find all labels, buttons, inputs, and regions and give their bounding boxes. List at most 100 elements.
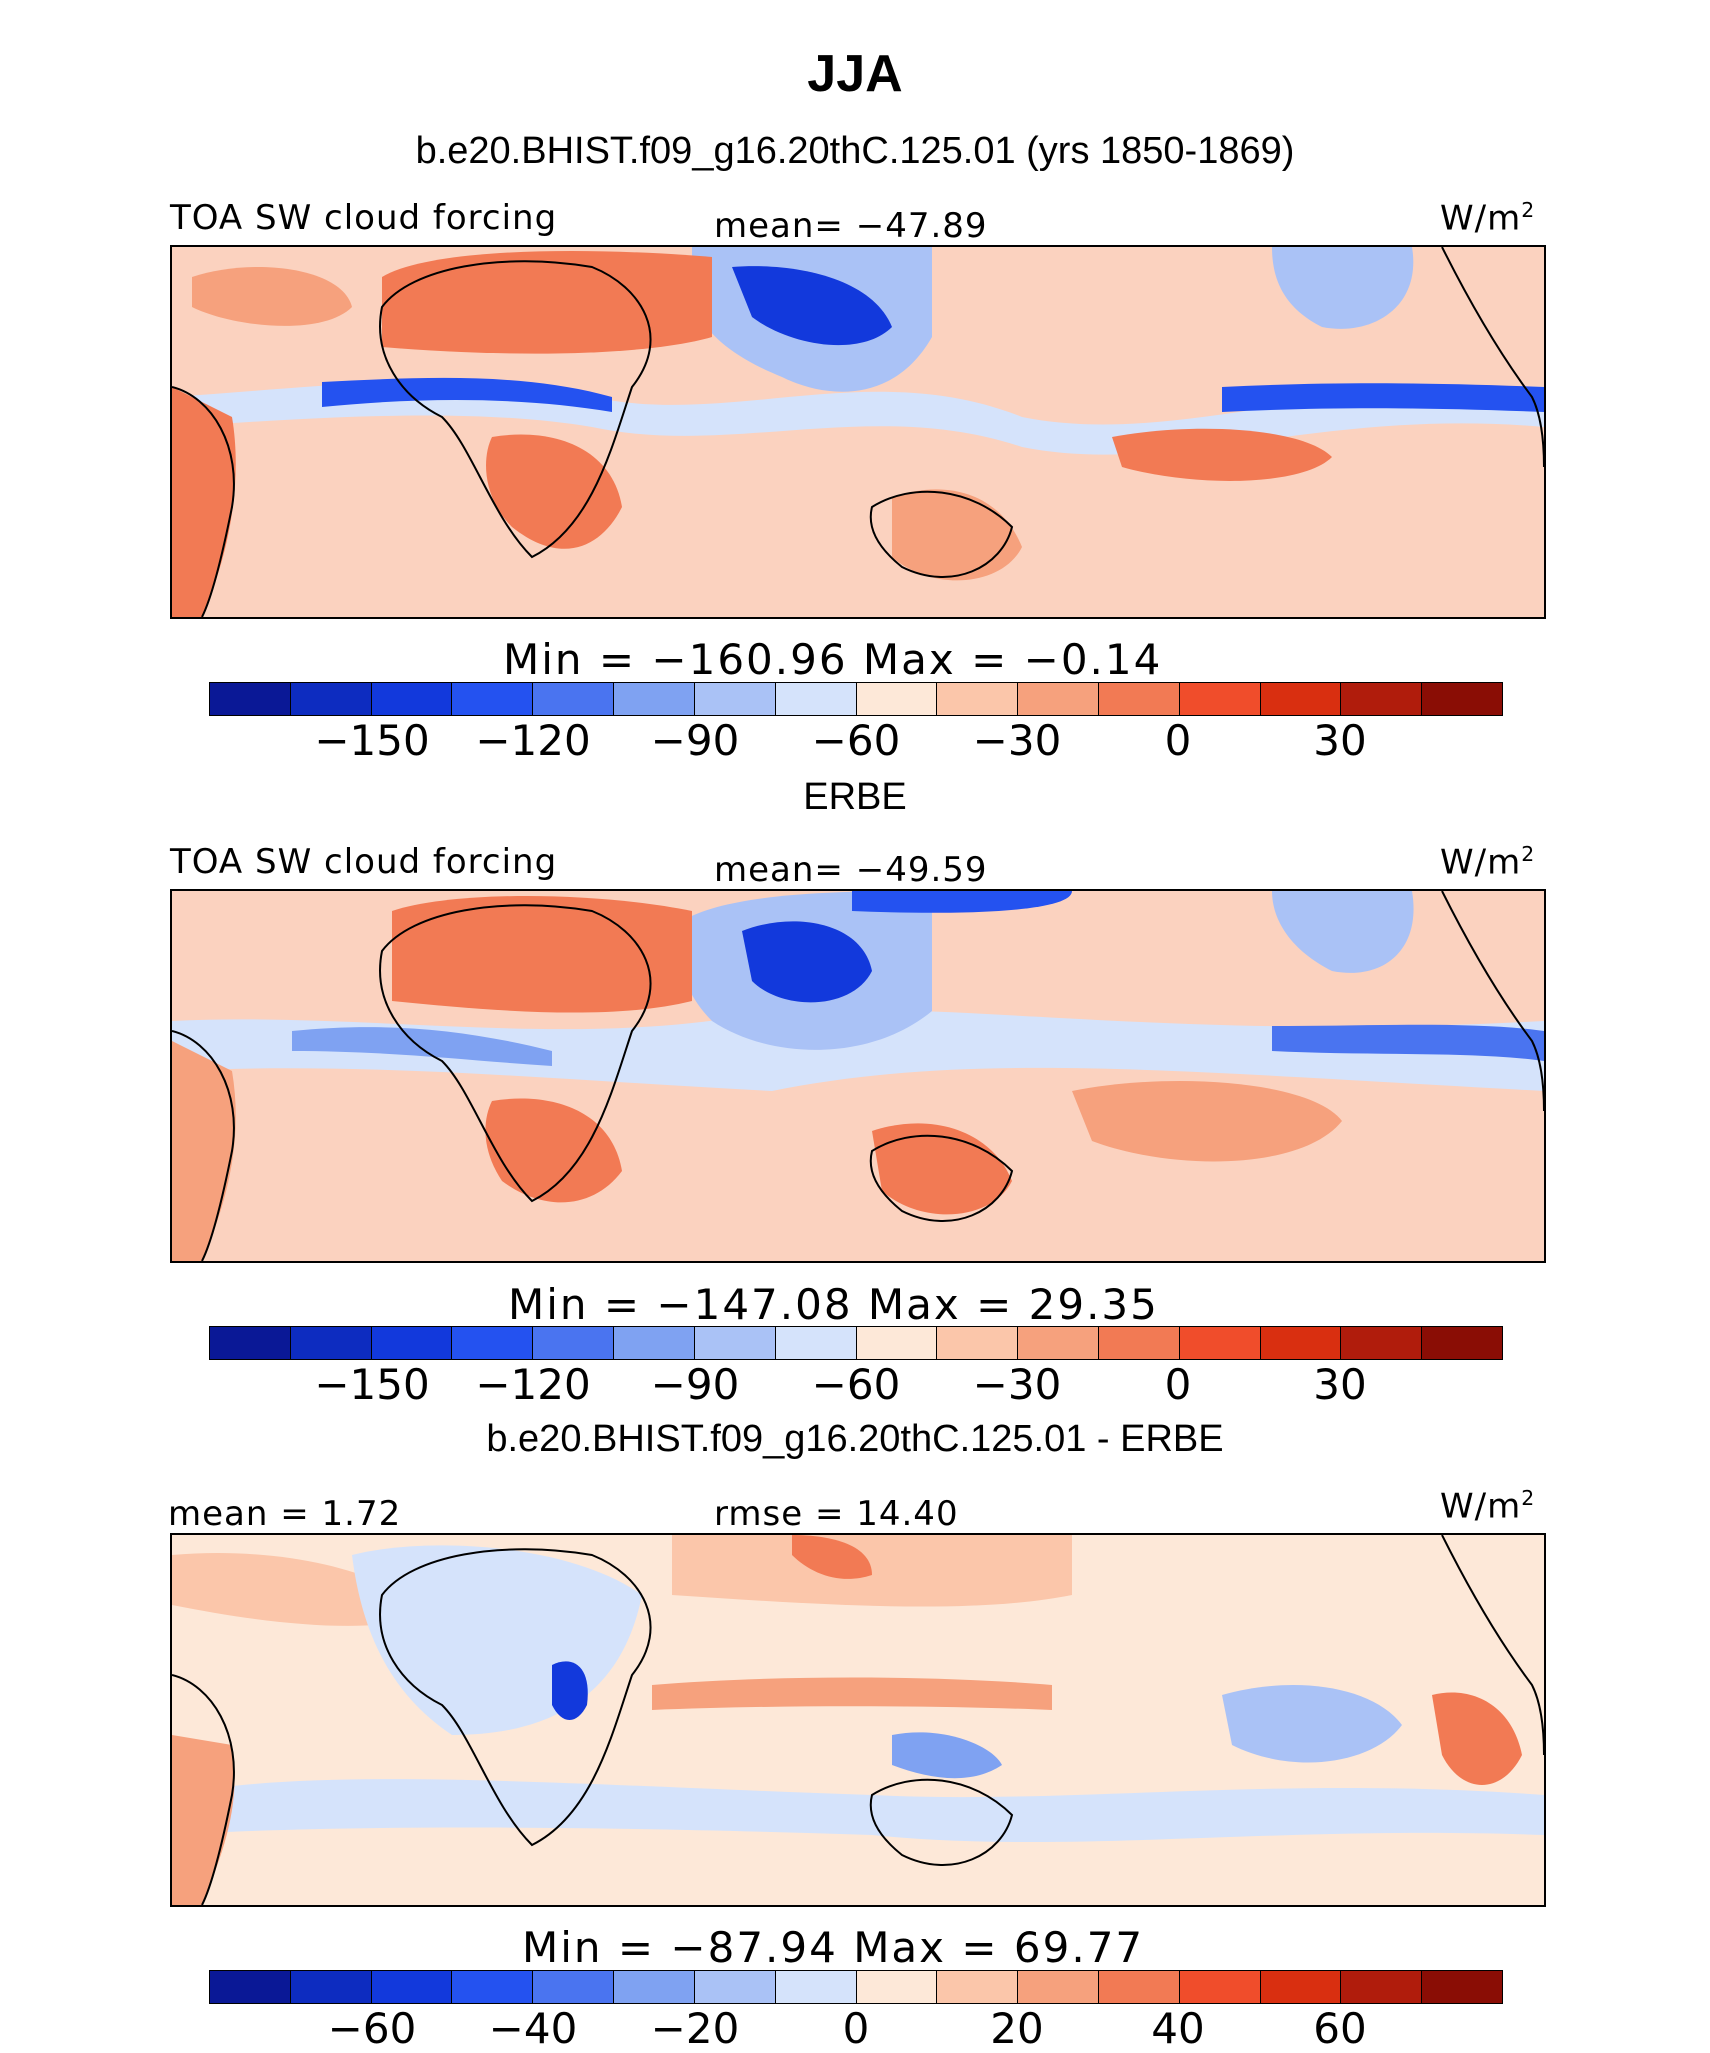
colorbar-swatch bbox=[1179, 683, 1261, 715]
panel2-sahara-warm bbox=[392, 896, 692, 1013]
panel2-units-base: W/m bbox=[1440, 842, 1522, 883]
panel3-minmax: Min = −87.94 Max = 69.77 bbox=[522, 1923, 1145, 1972]
panel2-tick: −60 bbox=[811, 1360, 901, 1409]
panel1-australia-coast bbox=[869, 490, 1014, 578]
colorbar-swatch bbox=[1098, 1971, 1180, 2003]
colorbar-swatch bbox=[1098, 683, 1180, 715]
panel1-pacific-sc bbox=[1112, 428, 1332, 481]
panel2-minmax: Min = −147.08 Max = 29.35 bbox=[508, 1280, 1159, 1329]
panel2-map bbox=[170, 889, 1546, 1263]
panel3-tick: −60 bbox=[327, 2004, 417, 2053]
panel1-monsoon-dark bbox=[732, 266, 892, 346]
panel3-tick: 40 bbox=[1151, 2004, 1205, 2053]
panel3-africa-coast bbox=[379, 1548, 652, 1847]
panel2-units-label: W/m2 bbox=[1440, 842, 1535, 882]
panel1-africa-coast bbox=[379, 260, 652, 559]
panel1-colorbar bbox=[209, 682, 1503, 716]
panel2-tick: 0 bbox=[1164, 1360, 1192, 1409]
panel3-map bbox=[170, 1533, 1546, 1907]
colorbar-swatch bbox=[1260, 1971, 1342, 2003]
colorbar-swatch bbox=[856, 683, 938, 715]
panel3-tick: −40 bbox=[488, 2004, 578, 2053]
panel3-maritime-cool bbox=[892, 1732, 1002, 1779]
colorbar-swatch bbox=[533, 1971, 615, 2003]
colorbar-swatch bbox=[533, 1327, 615, 1359]
panel3-rmse-label: rmse = 14.40 bbox=[714, 1494, 959, 1534]
panel3-camerica-coast bbox=[1441, 1535, 1544, 1756]
colorbar-swatch bbox=[1422, 1327, 1502, 1359]
panel1-atlantic-warm bbox=[192, 267, 352, 326]
panel2-south-africa-warm bbox=[485, 1098, 622, 1203]
panel1-map-svg bbox=[172, 247, 1544, 617]
colorbar-swatch bbox=[937, 1971, 1019, 2003]
panel2-nw-pacific-blue bbox=[852, 891, 1072, 913]
colorbar-swatch bbox=[1260, 1327, 1342, 1359]
panel3-mean-label: mean = 1.72 bbox=[168, 1494, 402, 1534]
panel3-units-base: W/m bbox=[1440, 1486, 1522, 1527]
colorbar-swatch bbox=[694, 683, 776, 715]
colorbar-swatch bbox=[1341, 1327, 1423, 1359]
colorbar-swatch bbox=[1098, 1327, 1180, 1359]
colorbar-swatch bbox=[694, 1971, 776, 2003]
panel1-title: b.e20.BHIST.f09_g16.20thC.125.01 (yrs 18… bbox=[415, 130, 1295, 172]
panel2-tick: 30 bbox=[1313, 1360, 1367, 1409]
panel1-samerica-coast bbox=[172, 386, 235, 617]
panel3-epac-cool bbox=[1222, 1685, 1402, 1763]
panel2-units-exp: 2 bbox=[1521, 842, 1536, 866]
panel1-pacific-itcz bbox=[1222, 383, 1544, 412]
panel2-samerica-coast bbox=[172, 1030, 235, 1261]
panel2-monsoon-dark bbox=[742, 921, 872, 1003]
panel1-tick: −90 bbox=[650, 716, 740, 765]
panel1-mean-label: mean= −47.89 bbox=[714, 206, 988, 246]
panel2-australia-coast bbox=[869, 1134, 1014, 1222]
colorbar-swatch bbox=[856, 1971, 938, 2003]
panel2-colorbar bbox=[209, 1326, 1503, 1360]
colorbar-swatch bbox=[1018, 1327, 1099, 1359]
panel1-minmax: Min = −160.96 Max = −0.14 bbox=[503, 635, 1163, 684]
colorbar-swatch bbox=[1422, 683, 1502, 715]
colorbar-swatch bbox=[694, 1327, 776, 1359]
panel3-australia-coast bbox=[869, 1778, 1014, 1866]
colorbar-swatch bbox=[937, 683, 1019, 715]
panel1-tick: −120 bbox=[475, 716, 591, 765]
panel2-itcz-light bbox=[172, 1009, 1544, 1091]
colorbar-swatch bbox=[210, 683, 291, 715]
panel3-colorbar bbox=[209, 1970, 1503, 2004]
colorbar-swatch bbox=[1179, 1327, 1261, 1359]
panel3-asia-warm bbox=[672, 1535, 1072, 1607]
colorbar-swatch bbox=[856, 1327, 938, 1359]
panel3-samerica-coast bbox=[172, 1674, 235, 1905]
panel3-asia-hot bbox=[792, 1535, 872, 1579]
colorbar-swatch bbox=[1341, 683, 1423, 715]
panel1-tick: −60 bbox=[811, 716, 901, 765]
panel3-tick: −20 bbox=[650, 2004, 740, 2053]
panel1-africa-itcz bbox=[322, 377, 612, 412]
panel2-tick: −90 bbox=[650, 1360, 740, 1409]
panel1-tick: 30 bbox=[1313, 716, 1367, 765]
panel1-tick: −30 bbox=[972, 716, 1062, 765]
panel3-map-svg bbox=[172, 1535, 1544, 1905]
colorbar-swatch bbox=[533, 683, 615, 715]
panel3-samerica-warm bbox=[1432, 1692, 1522, 1785]
colorbar-swatch bbox=[614, 683, 695, 715]
colorbar-swatch bbox=[210, 1327, 291, 1359]
colorbar-swatch bbox=[1179, 1971, 1261, 2003]
panel3-units-label: W/m2 bbox=[1440, 1486, 1535, 1526]
colorbar-swatch bbox=[210, 1971, 291, 2003]
panel2-title: ERBE bbox=[803, 776, 907, 818]
panel3-tick: 60 bbox=[1313, 2004, 1367, 2053]
colorbar-swatch bbox=[775, 1327, 857, 1359]
panel1-australia bbox=[892, 489, 1022, 581]
panel2-africa-itcz bbox=[292, 1027, 552, 1066]
colorbar-swatch bbox=[1018, 683, 1099, 715]
colorbar-swatch bbox=[371, 683, 453, 715]
panel2-variable-label: TOA SW cloud forcing bbox=[170, 842, 558, 882]
colorbar-swatch bbox=[371, 1971, 453, 2003]
panel2-africa-coast bbox=[379, 904, 652, 1203]
panel1-map bbox=[170, 245, 1546, 619]
panel1-camerica-coast bbox=[1441, 247, 1544, 468]
panel2-npacific-blue bbox=[1272, 891, 1414, 973]
panel3-tick: 20 bbox=[990, 2004, 1044, 2053]
panel1-south-africa-warm bbox=[486, 434, 622, 549]
panel1-tick: −150 bbox=[314, 716, 430, 765]
